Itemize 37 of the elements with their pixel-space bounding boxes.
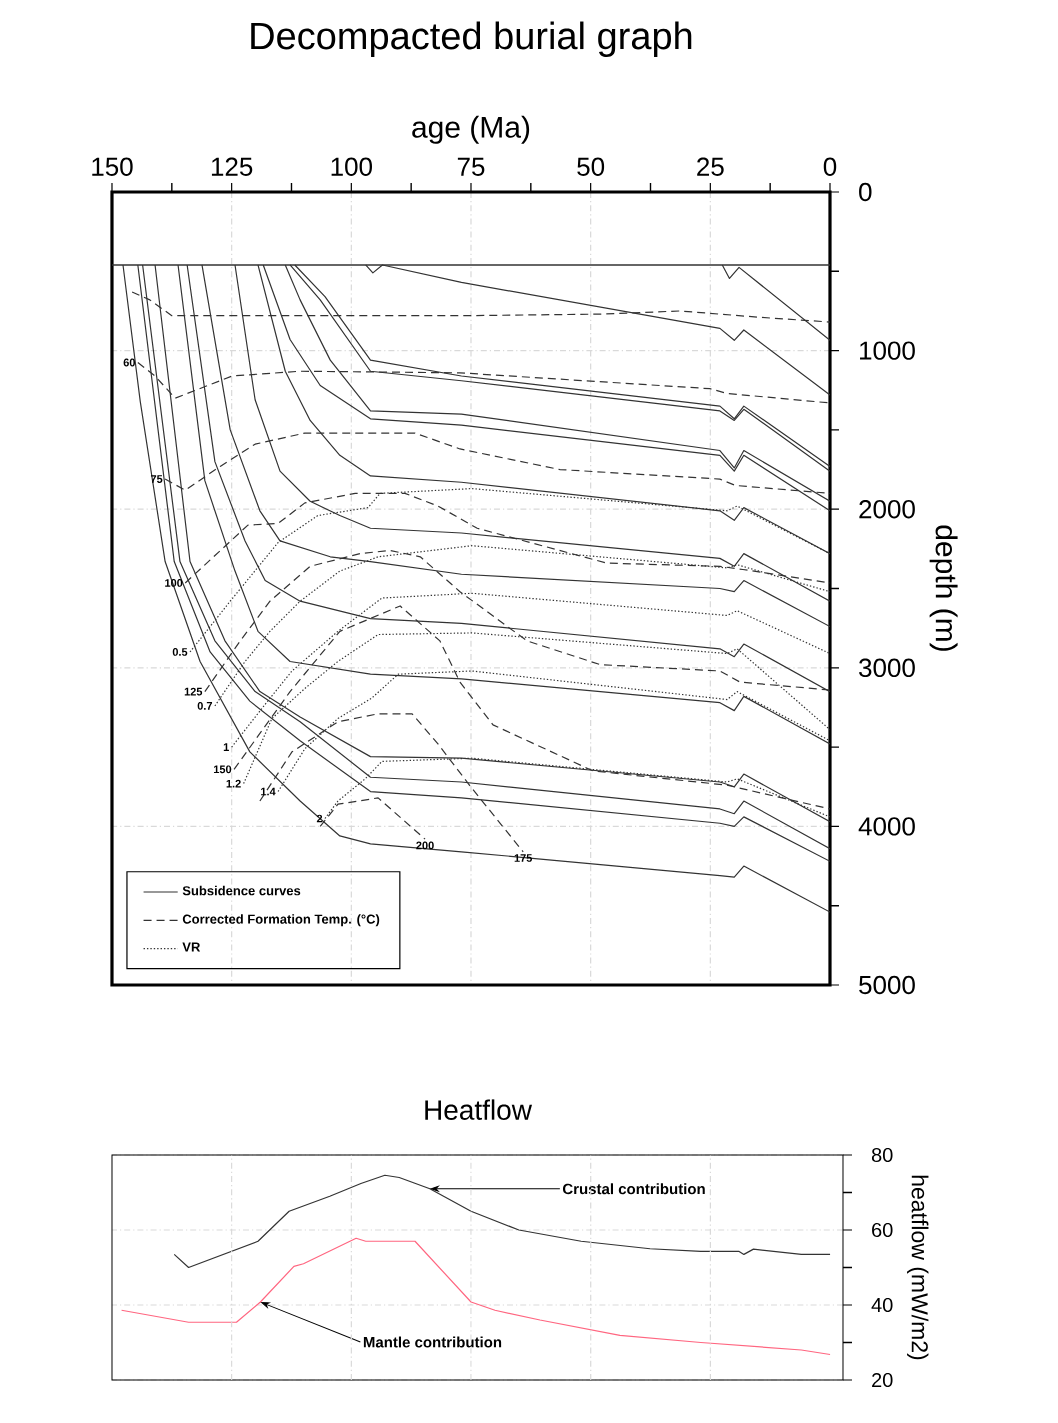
x-tick-label: 75 xyxy=(457,157,485,176)
x-tick-label: 25 xyxy=(697,157,724,176)
y-tick-label: 3000 xyxy=(859,658,915,678)
annotation: 1 xyxy=(223,743,229,751)
series-label: Mantle contribution xyxy=(363,1336,502,1348)
annotation: 1.4 xyxy=(261,787,276,796)
x-tick-label: 0 xyxy=(823,157,837,176)
x-tick-label: 50 xyxy=(577,157,605,176)
annotation: 200 xyxy=(416,841,434,850)
chart-title: Decompacted burial graph xyxy=(251,21,692,57)
y-tick-label: 4000 xyxy=(858,817,915,836)
y-tick-label: 80 xyxy=(871,1147,893,1163)
y-tick-label: 60 xyxy=(872,1222,893,1238)
x-tick-label: 125 xyxy=(211,157,253,176)
y-tick-label: 5000 xyxy=(859,975,915,995)
x-axis-title: age (Ma) xyxy=(412,115,530,144)
y-tick-label: 0 xyxy=(859,182,872,202)
y-tick-label: 1000 xyxy=(860,341,915,360)
x-tick-label: 100 xyxy=(331,157,372,176)
annotation: 0.5 xyxy=(172,648,188,656)
annotation: 0.7 xyxy=(197,701,213,710)
y-tick-label: 2000 xyxy=(859,500,915,519)
chart-title: Heatflow xyxy=(425,1099,533,1120)
y-tick-label: 20 xyxy=(872,1372,893,1388)
y-tick-label: 40 xyxy=(871,1297,893,1313)
y-axis-title: depth (m) xyxy=(929,525,958,651)
legend-label: VR xyxy=(182,942,201,952)
annotation: 125 xyxy=(184,687,203,696)
annotation: 150 xyxy=(213,765,232,774)
text: Crustal contribution xyxy=(562,1183,705,1195)
legend-label: Subsidence curves xyxy=(182,885,301,896)
y-axis-title: heatflow (mW/m2) xyxy=(907,1175,929,1360)
x-tick-label: 150 xyxy=(92,157,133,176)
annotation: 60 xyxy=(123,358,135,367)
annotation: 75 xyxy=(150,475,163,483)
annotation: 1.2 xyxy=(226,779,241,788)
legend-label: Corrected Formation Temp. (°C) xyxy=(182,914,380,927)
